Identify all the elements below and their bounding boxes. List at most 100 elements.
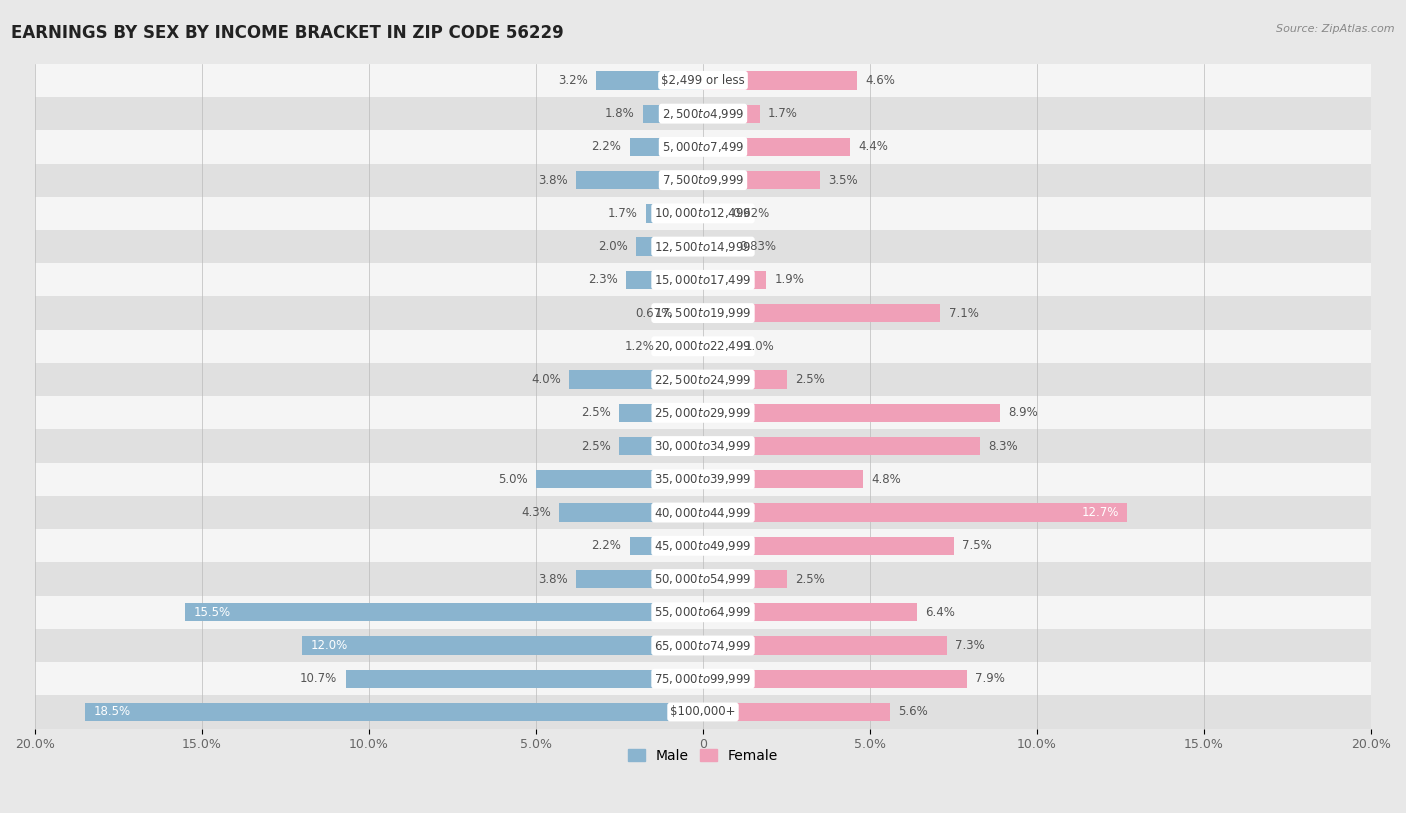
Text: $50,000 to $54,999: $50,000 to $54,999 <box>654 572 752 586</box>
Bar <box>703 105 759 123</box>
Bar <box>703 703 890 721</box>
Text: $10,000 to $12,499: $10,000 to $12,499 <box>654 207 752 220</box>
Bar <box>636 237 703 256</box>
Text: 1.7%: 1.7% <box>768 107 799 120</box>
Text: 5.0%: 5.0% <box>498 473 527 486</box>
Text: 0.67%: 0.67% <box>636 307 672 320</box>
Bar <box>703 204 724 223</box>
Bar <box>35 330 1371 363</box>
Legend: Male, Female: Male, Female <box>623 743 783 768</box>
Text: 7.3%: 7.3% <box>955 639 986 652</box>
Text: 2.2%: 2.2% <box>592 141 621 154</box>
Bar <box>703 137 851 156</box>
Text: 1.2%: 1.2% <box>624 340 655 353</box>
Text: $75,000 to $99,999: $75,000 to $99,999 <box>654 672 752 685</box>
Text: $7,500 to $9,999: $7,500 to $9,999 <box>662 173 744 187</box>
Text: 4.6%: 4.6% <box>865 74 894 87</box>
Bar <box>35 263 1371 297</box>
Bar <box>703 304 941 322</box>
Text: $40,000 to $44,999: $40,000 to $44,999 <box>654 506 752 520</box>
Bar <box>35 163 1371 197</box>
Bar <box>84 703 703 721</box>
Text: 4.0%: 4.0% <box>531 373 561 386</box>
Bar <box>703 404 1000 422</box>
Bar <box>35 429 1371 463</box>
Bar <box>647 204 703 223</box>
Text: $35,000 to $39,999: $35,000 to $39,999 <box>654 472 752 486</box>
Bar <box>35 97 1371 130</box>
Bar <box>643 105 703 123</box>
Bar <box>35 529 1371 563</box>
Bar <box>35 496 1371 529</box>
Text: $30,000 to $34,999: $30,000 to $34,999 <box>654 439 752 453</box>
Bar <box>186 603 703 621</box>
Bar <box>703 670 967 688</box>
Text: 3.8%: 3.8% <box>538 572 568 585</box>
Text: 18.5%: 18.5% <box>93 706 131 719</box>
Text: 12.0%: 12.0% <box>311 639 347 652</box>
Bar <box>35 297 1371 330</box>
Text: 6.4%: 6.4% <box>925 606 955 619</box>
Text: $20,000 to $22,499: $20,000 to $22,499 <box>654 339 752 354</box>
Text: 1.0%: 1.0% <box>745 340 775 353</box>
Text: 2.2%: 2.2% <box>592 539 621 552</box>
Text: 7.5%: 7.5% <box>962 539 991 552</box>
Bar <box>35 695 1371 728</box>
Bar <box>620 404 703 422</box>
Bar <box>35 563 1371 596</box>
Bar <box>536 470 703 489</box>
Bar <box>703 503 1128 522</box>
Text: 3.8%: 3.8% <box>538 174 568 187</box>
Bar <box>35 629 1371 662</box>
Bar <box>703 437 980 455</box>
Text: 3.5%: 3.5% <box>828 174 858 187</box>
Text: 2.3%: 2.3% <box>588 273 617 286</box>
Text: $2,500 to $4,999: $2,500 to $4,999 <box>662 107 744 120</box>
Bar <box>560 503 703 522</box>
Bar <box>703 470 863 489</box>
Bar <box>703 371 786 389</box>
Bar <box>576 171 703 189</box>
Bar <box>703 171 820 189</box>
Bar <box>302 637 703 654</box>
Bar <box>703 337 737 355</box>
Bar <box>596 72 703 89</box>
Text: $5,000 to $7,499: $5,000 to $7,499 <box>662 140 744 154</box>
Text: EARNINGS BY SEX BY INCOME BRACKET IN ZIP CODE 56229: EARNINGS BY SEX BY INCOME BRACKET IN ZIP… <box>11 24 564 42</box>
Text: $45,000 to $49,999: $45,000 to $49,999 <box>654 539 752 553</box>
Text: 8.3%: 8.3% <box>988 440 1018 453</box>
Bar <box>35 363 1371 396</box>
Bar <box>35 197 1371 230</box>
Bar <box>35 596 1371 629</box>
Text: 7.9%: 7.9% <box>976 672 1005 685</box>
Bar <box>662 337 703 355</box>
Bar <box>35 396 1371 429</box>
Text: 4.4%: 4.4% <box>858 141 889 154</box>
Bar <box>703 537 953 555</box>
Text: 8.9%: 8.9% <box>1008 406 1039 420</box>
Bar <box>35 63 1371 97</box>
Text: 1.8%: 1.8% <box>605 107 634 120</box>
Text: $65,000 to $74,999: $65,000 to $74,999 <box>654 638 752 653</box>
Text: 3.2%: 3.2% <box>558 74 588 87</box>
Text: 4.3%: 4.3% <box>522 506 551 519</box>
Text: 2.5%: 2.5% <box>582 406 612 420</box>
Bar <box>630 537 703 555</box>
Text: $25,000 to $29,999: $25,000 to $29,999 <box>654 406 752 420</box>
Text: 2.5%: 2.5% <box>794 373 824 386</box>
Bar <box>346 670 703 688</box>
Text: 4.8%: 4.8% <box>872 473 901 486</box>
Text: $12,500 to $14,999: $12,500 to $14,999 <box>654 240 752 254</box>
Text: $100,000+: $100,000+ <box>671 706 735 719</box>
Text: $17,500 to $19,999: $17,500 to $19,999 <box>654 306 752 320</box>
Bar <box>703 603 917 621</box>
Bar <box>620 437 703 455</box>
Text: Source: ZipAtlas.com: Source: ZipAtlas.com <box>1277 24 1395 34</box>
Text: 1.9%: 1.9% <box>775 273 804 286</box>
Text: 2.5%: 2.5% <box>582 440 612 453</box>
Text: $15,000 to $17,499: $15,000 to $17,499 <box>654 273 752 287</box>
Bar <box>630 137 703 156</box>
Text: $2,499 or less: $2,499 or less <box>661 74 745 87</box>
Text: 0.83%: 0.83% <box>740 240 776 253</box>
Bar <box>576 570 703 588</box>
